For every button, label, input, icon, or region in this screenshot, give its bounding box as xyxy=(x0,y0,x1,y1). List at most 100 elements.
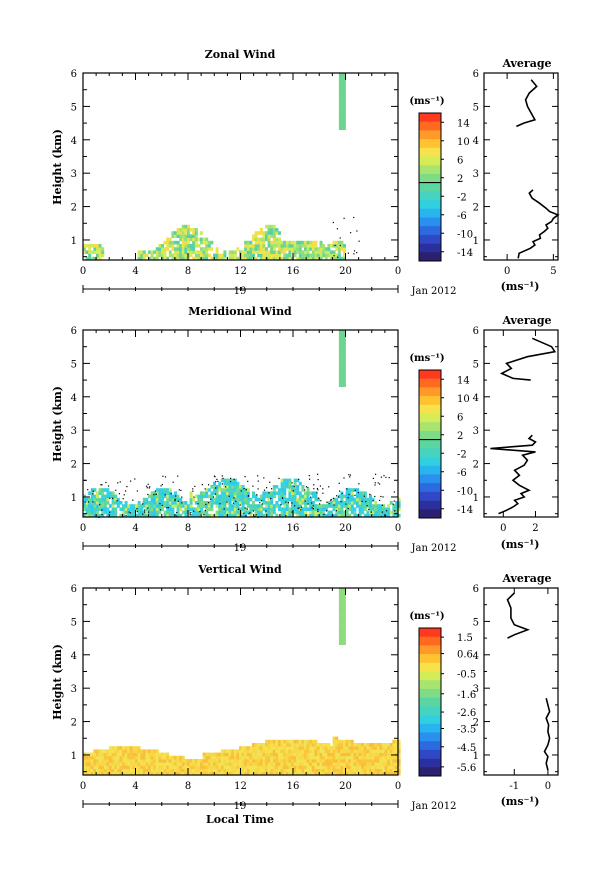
heat-cell xyxy=(376,513,380,518)
heat-cell xyxy=(202,253,206,258)
heat-cell xyxy=(231,755,235,760)
heat-cell xyxy=(233,250,237,254)
average-profile-line xyxy=(516,79,538,128)
heat-cell xyxy=(179,234,183,238)
heat-cell xyxy=(200,250,203,254)
heat-cell xyxy=(270,752,274,757)
heat-cell xyxy=(278,749,281,753)
colorbar-segment xyxy=(419,208,441,218)
heat-cell xyxy=(98,504,102,508)
heat-cell xyxy=(207,494,211,499)
average-profile-line xyxy=(517,189,560,259)
heat-cell xyxy=(356,765,359,769)
heat-cell xyxy=(304,510,307,515)
heat-cell xyxy=(127,771,131,776)
heat-cell xyxy=(332,244,336,248)
colorbar-tick-label: 10 xyxy=(457,394,470,405)
contour-mark xyxy=(349,476,351,478)
heat-cell xyxy=(192,771,196,776)
heat-cell xyxy=(244,762,248,766)
heat-cell xyxy=(338,343,346,347)
heat-cell xyxy=(145,507,149,511)
heat-cell xyxy=(327,749,331,753)
average-x-tick-label: -1 xyxy=(509,781,519,792)
heat-cell xyxy=(314,510,318,515)
heat-cell xyxy=(293,771,297,776)
heat-cell xyxy=(270,253,274,258)
heat-cell xyxy=(327,762,331,766)
colorbar-segment xyxy=(419,121,441,131)
contour-mark xyxy=(107,485,110,487)
heat-cell xyxy=(275,762,279,766)
heat-cell xyxy=(366,759,370,763)
heat-cell xyxy=(226,749,229,753)
heat-cell xyxy=(127,765,131,769)
heat-cell xyxy=(337,501,341,505)
heat-cell xyxy=(374,755,378,760)
heat-cell xyxy=(283,746,287,750)
heat-cell xyxy=(366,510,370,515)
heat-cell xyxy=(270,739,274,744)
heat-cell xyxy=(371,513,375,518)
heat-cell xyxy=(129,762,133,766)
heat-cell xyxy=(127,507,131,511)
heat-cell xyxy=(340,244,344,248)
heat-cell xyxy=(90,755,94,760)
heat-cell xyxy=(244,768,248,773)
heat-cell xyxy=(306,488,310,492)
heat-cell xyxy=(392,762,396,766)
heat-cell xyxy=(291,746,294,750)
heat-cell xyxy=(291,485,294,489)
contour-mark xyxy=(239,504,241,506)
heat-cell xyxy=(181,504,185,508)
colorbar-frame xyxy=(418,112,442,262)
heat-cell xyxy=(249,513,253,518)
heat-cell xyxy=(83,494,86,499)
heat-cell xyxy=(207,244,211,248)
heat-cell xyxy=(387,510,391,515)
heat-cell xyxy=(215,253,219,258)
heat-cell xyxy=(194,762,198,766)
heat-cell xyxy=(228,759,232,763)
heat-cell xyxy=(223,504,227,508)
colorbar-tick-label: 10 xyxy=(457,137,470,148)
heat-cell xyxy=(296,765,300,769)
y-tick-label: 4 xyxy=(71,136,77,147)
heat-cell xyxy=(184,234,188,238)
contour-mark xyxy=(317,473,319,475)
heat-cell xyxy=(226,481,229,486)
contour-mark xyxy=(215,493,217,495)
heat-cell xyxy=(119,768,123,773)
heat-cell xyxy=(366,497,370,502)
heat-cell xyxy=(356,759,359,763)
heat-cell xyxy=(335,768,339,773)
heat-cell xyxy=(197,253,201,258)
heat-cell xyxy=(226,762,229,766)
heat-cell xyxy=(114,513,118,518)
heat-cell xyxy=(228,491,232,495)
heat-cell xyxy=(166,504,170,508)
heat-cell xyxy=(369,494,372,499)
heat-cell xyxy=(304,244,307,248)
colorbar-segment xyxy=(419,732,441,742)
heat-cell xyxy=(348,743,352,747)
heat-cell xyxy=(265,746,268,750)
heat-cell xyxy=(262,765,266,769)
heat-cell xyxy=(246,755,250,760)
heat-cell xyxy=(267,743,271,747)
heat-cell xyxy=(332,504,336,508)
heat-cell xyxy=(88,755,92,760)
heat-cell xyxy=(111,494,115,499)
heat-cell xyxy=(291,494,294,499)
heat-cell xyxy=(376,765,380,769)
heat-cell xyxy=(314,752,318,757)
heat-cell xyxy=(145,497,149,502)
heat-cell xyxy=(233,481,237,486)
heat-cell xyxy=(296,771,300,776)
heat-cell xyxy=(298,504,302,508)
heat-cell xyxy=(343,752,346,757)
heat-cell xyxy=(236,513,240,518)
heat-cell xyxy=(327,771,331,776)
heat-cell xyxy=(189,491,193,495)
contour-mark xyxy=(345,503,347,505)
